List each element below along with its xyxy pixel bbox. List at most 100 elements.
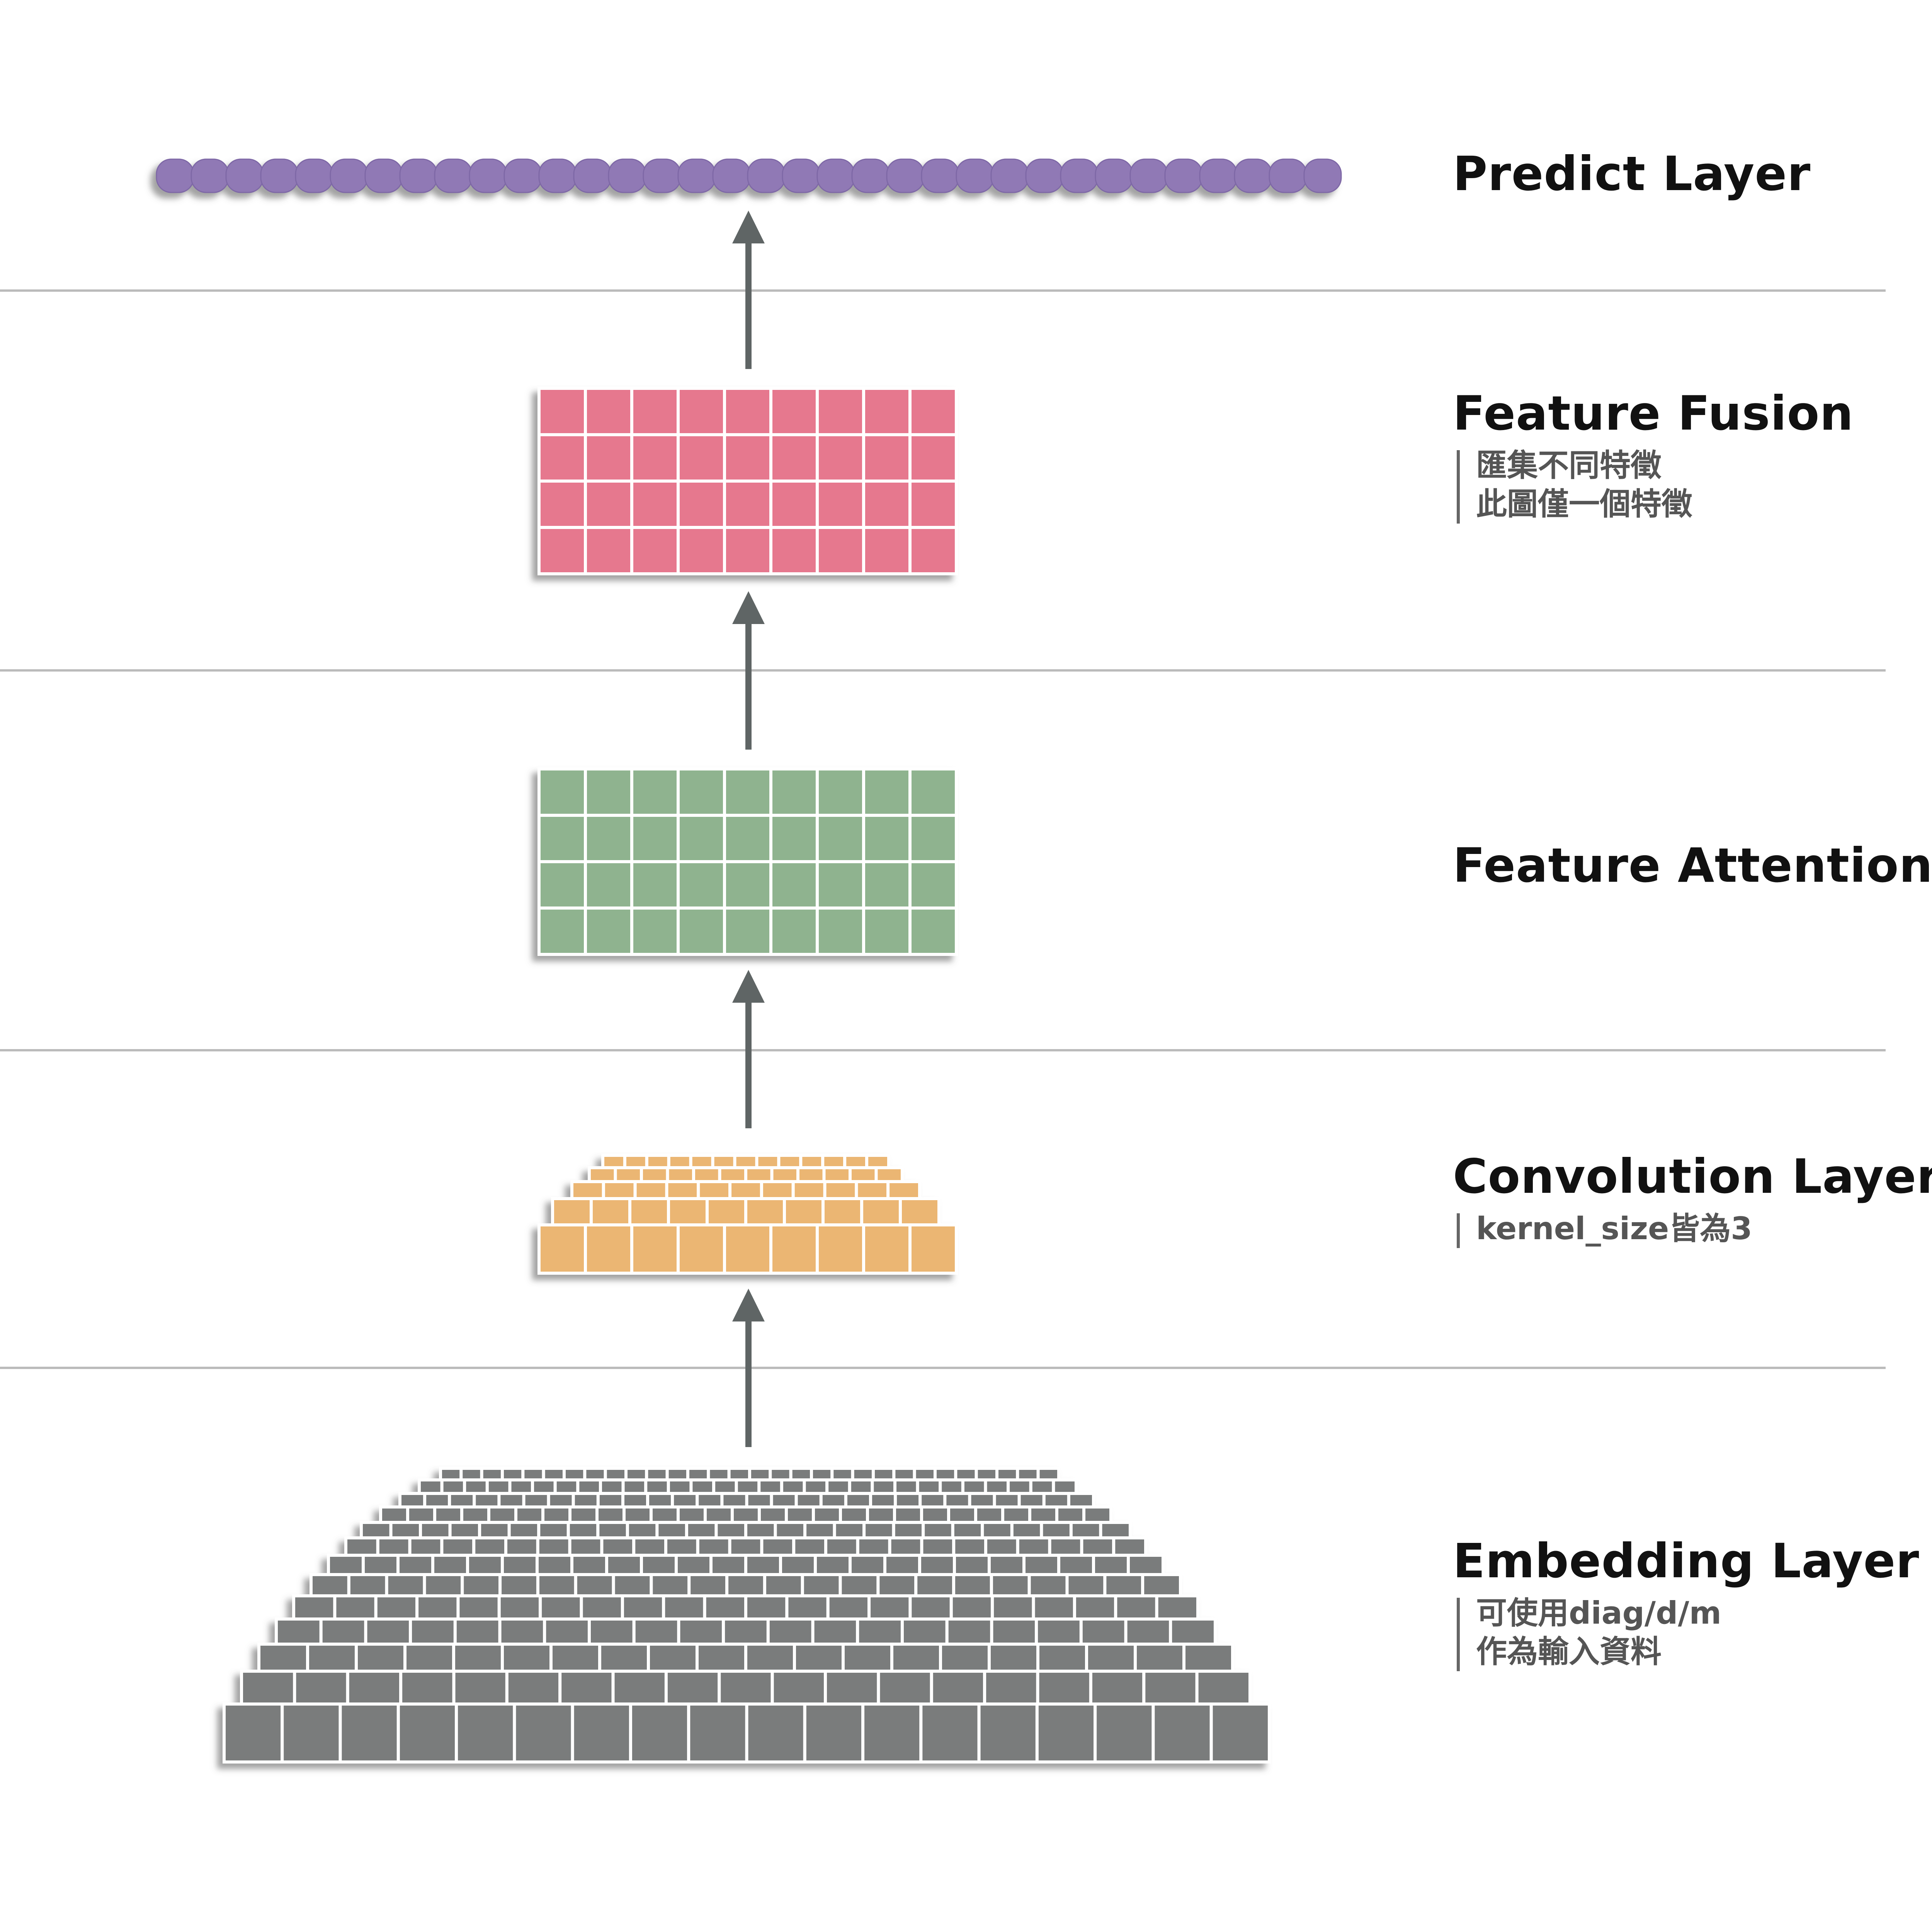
brick (452, 1643, 504, 1673)
brick (990, 1617, 1038, 1646)
grid-cell (630, 767, 680, 817)
grid-cell (862, 387, 912, 436)
brick (338, 1702, 400, 1764)
brick (459, 1467, 483, 1481)
brick (604, 1467, 628, 1481)
brick (1073, 1594, 1117, 1621)
brick (1055, 1505, 1085, 1524)
grid-cell (630, 906, 680, 956)
brick (861, 1702, 923, 1764)
grid-cell (584, 860, 633, 910)
brick (783, 1197, 825, 1226)
grid-cell (723, 433, 772, 483)
brick (869, 1492, 897, 1509)
brick (1085, 1643, 1137, 1673)
brick (770, 1166, 799, 1183)
brick (571, 1702, 632, 1764)
separator-lines (0, 289, 1886, 1369)
grid-cell (769, 480, 819, 529)
brick (975, 1467, 999, 1481)
brick (601, 1154, 626, 1169)
brick (568, 1536, 604, 1557)
brick (1001, 1505, 1031, 1524)
brick (908, 1223, 958, 1275)
brick (456, 1594, 501, 1621)
grid-cell (769, 526, 819, 575)
brick (547, 1492, 575, 1509)
brick (600, 1536, 636, 1557)
predict-node (747, 158, 786, 193)
brick (498, 1573, 539, 1597)
brick (1057, 1554, 1095, 1576)
brick (874, 1166, 904, 1183)
grid-cell (677, 814, 726, 863)
layer-note: kernel_size皆為3 (1453, 1209, 1932, 1248)
brick (666, 1166, 695, 1183)
brick (728, 1536, 764, 1557)
predict-node (538, 158, 577, 193)
brick (922, 1521, 954, 1539)
predict-node (399, 158, 438, 193)
brick (685, 1521, 718, 1539)
brick (711, 1154, 736, 1169)
predict-node (1269, 158, 1307, 193)
brick (584, 1223, 633, 1275)
brick (667, 1478, 693, 1495)
grid-cell (723, 387, 772, 436)
brick (687, 1573, 729, 1597)
brick (281, 1702, 342, 1764)
brick (423, 1492, 451, 1509)
brick (757, 1478, 783, 1495)
brick (466, 1554, 504, 1576)
predict-node (990, 158, 1029, 193)
brick (1169, 1617, 1217, 1646)
convolution-layer-label: Convolution Layer kernel_size皆為3 (1453, 1148, 1932, 1248)
brick (1016, 1536, 1051, 1557)
brick (901, 1617, 949, 1646)
grid-cell (908, 860, 958, 910)
brick (460, 1505, 490, 1524)
note-line: 此圖僅一個特徵 (1476, 486, 1692, 522)
brick (374, 1594, 419, 1621)
predict-node (330, 158, 368, 193)
brick (791, 1180, 827, 1200)
predict-node (886, 158, 925, 193)
grid-cell (908, 433, 958, 483)
grid-cell (537, 860, 587, 910)
brick (549, 1643, 601, 1673)
predict-node (956, 158, 994, 193)
brick (433, 1505, 463, 1524)
brick (677, 1223, 726, 1275)
brick (590, 1197, 631, 1226)
brick (988, 1554, 1026, 1576)
brick (718, 1166, 747, 1183)
predict-node (1025, 158, 1064, 193)
grid-cell (537, 767, 587, 817)
brick (376, 1536, 412, 1557)
brick (537, 1521, 570, 1539)
grid-cell (630, 387, 680, 436)
brick (508, 1478, 534, 1495)
brick (766, 1617, 815, 1646)
brick (583, 1467, 607, 1481)
brick (871, 1478, 897, 1495)
brick (977, 1702, 1039, 1764)
brick (543, 1617, 591, 1646)
grid-cell (677, 906, 726, 956)
brick (612, 1573, 653, 1597)
brick (872, 1467, 896, 1481)
brick (1151, 1702, 1213, 1764)
brick (558, 1670, 615, 1706)
brick (621, 1492, 650, 1509)
brick (551, 1197, 593, 1226)
predict-node (851, 158, 890, 193)
brick (803, 1521, 836, 1539)
brick (862, 1223, 912, 1275)
brick (1036, 1670, 1092, 1706)
arrow-head (732, 211, 765, 243)
embedding-layer-label: Embedding Layer 可使用diag/d/m 作為輸入資料 (1453, 1532, 1919, 1671)
brick (461, 1573, 502, 1597)
arrow-head (732, 1289, 765, 1321)
note-bar (1457, 1598, 1460, 1671)
